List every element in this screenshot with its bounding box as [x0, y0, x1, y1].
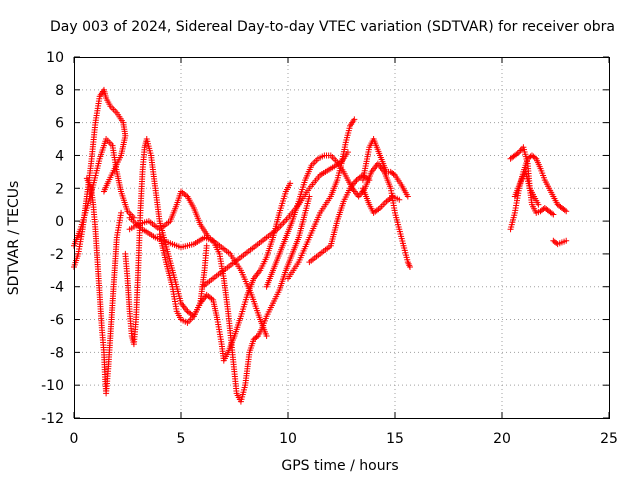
series-arc-c — [83, 175, 125, 397]
data-point — [514, 150, 521, 157]
series-arc-o — [507, 152, 570, 233]
x-tick-label: 25 — [600, 431, 618, 447]
data-point — [351, 116, 358, 123]
series-arc-r — [550, 237, 570, 248]
x-tick-labels: 0 5 10 15 20 25 — [70, 431, 618, 447]
series-arc-h — [199, 149, 351, 290]
x-tick-label: 20 — [493, 431, 511, 447]
series-arc-j — [285, 116, 358, 282]
series-arc-k — [306, 172, 373, 266]
data-point — [100, 188, 107, 195]
data-point — [404, 193, 411, 200]
y-tick-label: 2 — [55, 181, 64, 197]
series-arc-n — [359, 185, 403, 216]
y-tick-label: -10 — [41, 378, 64, 394]
x-tick-label: 0 — [70, 431, 79, 447]
data-point — [531, 154, 538, 161]
data-point — [253, 334, 260, 341]
data-point — [563, 208, 570, 215]
x-tick-label: 15 — [386, 431, 404, 447]
data-point — [287, 180, 294, 187]
data-point — [396, 196, 403, 203]
y-tick-label: 6 — [55, 116, 64, 132]
series-arc-g — [156, 180, 294, 364]
data-point — [550, 211, 557, 218]
y-axis-label: SDTVAR / TECUs — [6, 181, 22, 296]
data-point — [306, 193, 313, 200]
y-tick-label: 10 — [46, 50, 64, 66]
data-marks — [71, 86, 570, 405]
y-tick-label: -4 — [50, 280, 64, 296]
data-point — [548, 210, 555, 217]
y-tick-label: -8 — [50, 345, 64, 361]
x-tick-label: 10 — [279, 431, 297, 447]
y-tick-label: -2 — [50, 247, 64, 263]
chart-title: Day 003 of 2024, Sidereal Day-to-day VTE… — [50, 19, 615, 35]
y-tick-label: -6 — [50, 313, 64, 329]
y-tick-label: 0 — [55, 214, 64, 230]
data-point — [263, 332, 270, 339]
series-arc-b — [71, 136, 137, 249]
y-tick-label: 8 — [55, 83, 64, 99]
y-tick-label: -12 — [41, 411, 64, 427]
y-tick-label: 4 — [55, 148, 64, 164]
series-arc-q — [511, 168, 542, 208]
data-point — [203, 242, 210, 249]
data-point — [406, 264, 413, 271]
x-axis-label: GPS time / hours — [281, 458, 398, 474]
series-arc-f — [126, 193, 313, 405]
data-point — [118, 209, 125, 216]
plot-frame — [74, 57, 610, 419]
data-point — [535, 201, 542, 208]
data-point — [561, 207, 568, 214]
data-point — [563, 237, 570, 244]
x-tick-label: 5 — [177, 431, 186, 447]
y-tick-labels: -12 -10 -8 -6 -4 -2 0 2 4 6 8 10 — [41, 50, 64, 427]
data-point — [390, 171, 397, 178]
